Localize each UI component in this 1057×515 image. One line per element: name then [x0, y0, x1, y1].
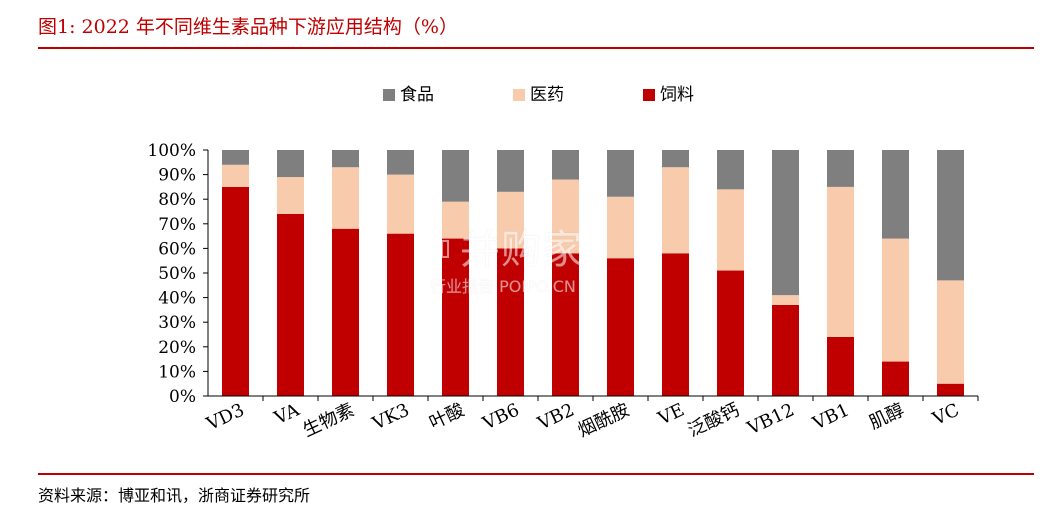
y-tick-label: 40%: [158, 289, 196, 309]
bar-segment-医药-VD3: [222, 164, 249, 187]
x-tick-label: 烟酰胺: [575, 399, 633, 441]
bar-segment-食品-生物素: [332, 150, 359, 168]
bar-segment-饲料-叶酸: [442, 238, 469, 396]
y-tick-label: 0%: [169, 387, 196, 407]
y-tick-label: 10%: [158, 362, 196, 382]
bar-segment-医药-泛酸钙: [717, 189, 744, 271]
source-divider: [38, 473, 1034, 475]
figure-source: 资料来源：博亚和讯，浙商证券研究所: [38, 486, 311, 505]
bar-segment-医药-生物素: [332, 167, 359, 229]
x-tick-label: 泛酸钙: [685, 399, 743, 441]
bar-segment-医药-VB12: [772, 295, 799, 305]
bar-segment-食品-肌醇: [882, 150, 909, 239]
bar-segment-医药-烟酰胺: [607, 196, 634, 259]
bar-segment-医药-VB1: [827, 186, 854, 337]
y-tick-label: 90%: [158, 166, 196, 186]
bar-segment-医药-VE: [662, 167, 689, 254]
bar-segment-饲料-泛酸钙: [717, 270, 744, 396]
figure-header: 图1: 2022 年不同维生素品种下游应用结构（%）: [0, 0, 1057, 52]
bar-segment-饲料-VB6: [497, 248, 524, 396]
bar-segment-医药-肌醇: [882, 238, 909, 362]
bar-segment-医药-VA: [277, 177, 304, 214]
bars-group: [222, 150, 964, 396]
x-tick-label: VB12: [743, 399, 797, 439]
bar-segment-食品-VD3: [222, 150, 249, 165]
bar-segment-饲料-VB2: [552, 253, 579, 396]
x-tick-label: VK3: [368, 399, 412, 434]
y-tick-label: 70%: [158, 215, 196, 235]
bar-segment-饲料-肌醇: [882, 361, 909, 396]
bar-segment-医药-VC: [937, 280, 964, 384]
x-tick-label: VA: [270, 399, 303, 429]
bar-segment-饲料-VA: [277, 213, 304, 396]
x-tick-label: VB1: [809, 399, 853, 434]
bar-segment-饲料-VC: [937, 383, 964, 396]
legend-swatch-饲料: [643, 89, 655, 101]
legend-swatch-医药: [513, 89, 525, 101]
bar-segment-饲料-生物素: [332, 228, 359, 396]
bar-segment-食品-VB1: [827, 150, 854, 187]
bar-segment-食品-叶酸: [442, 150, 469, 202]
legend-label-食品: 食品: [400, 85, 434, 105]
legend-swatch-食品: [383, 89, 395, 101]
x-tick-label: VD3: [203, 399, 248, 435]
bar-segment-食品-VC: [937, 150, 964, 281]
bar-segment-饲料-VE: [662, 253, 689, 396]
bar-segment-医药-VB2: [552, 179, 579, 254]
bar-segment-饲料-VB1: [827, 336, 854, 396]
y-tick-label: 20%: [158, 338, 196, 358]
x-tick-label: 生物素: [300, 399, 358, 441]
bar-segment-食品-烟酰胺: [607, 150, 634, 197]
bar-segment-饲料-VB12: [772, 304, 799, 396]
bar-segment-食品-VK3: [387, 150, 414, 175]
bar-segment-食品-VB12: [772, 150, 799, 296]
bar-segment-食品-VB2: [552, 150, 579, 180]
legend-label-饲料: 饲料: [660, 85, 694, 105]
x-tick-label: VB2: [534, 399, 578, 434]
bar-segment-食品-VA: [277, 150, 304, 178]
y-tick-label: 30%: [158, 313, 196, 333]
bar-segment-食品-VE: [662, 150, 689, 168]
bar-segment-饲料-烟酰胺: [607, 258, 634, 396]
y-tick-label: 60%: [158, 239, 196, 259]
x-tick-label: 肌醇: [866, 399, 908, 433]
bar-segment-饲料-VK3: [387, 233, 414, 396]
legend-label-医药: 医药: [530, 85, 564, 105]
bar-segment-医药-VK3: [387, 174, 414, 234]
bar-segment-饲料-VD3: [222, 186, 249, 396]
bar-segment-医药-叶酸: [442, 201, 469, 239]
y-tick-label: 50%: [158, 264, 196, 284]
chart-legend: 食品 医药 饲料: [383, 85, 694, 105]
figure-title: 图1: 2022 年不同维生素品种下游应用结构（%）: [38, 16, 458, 38]
y-tick-label: 100%: [147, 141, 196, 161]
bar-segment-食品-VB6: [497, 150, 524, 192]
title-divider: [38, 47, 1034, 49]
x-tick-label: VE: [654, 399, 687, 430]
x-tick-label: VC: [929, 399, 963, 430]
bar-segment-食品-泛酸钙: [717, 150, 744, 190]
bar-segment-医药-VB6: [497, 191, 524, 249]
y-tick-label: 80%: [158, 190, 196, 210]
x-tick-label: 叶酸: [426, 399, 468, 433]
y-axis: 0% 10% 20% 30% 40% 50% 60% 70% 80% 90% 100%: [147, 141, 209, 407]
x-tick-label: VB6: [479, 399, 523, 434]
